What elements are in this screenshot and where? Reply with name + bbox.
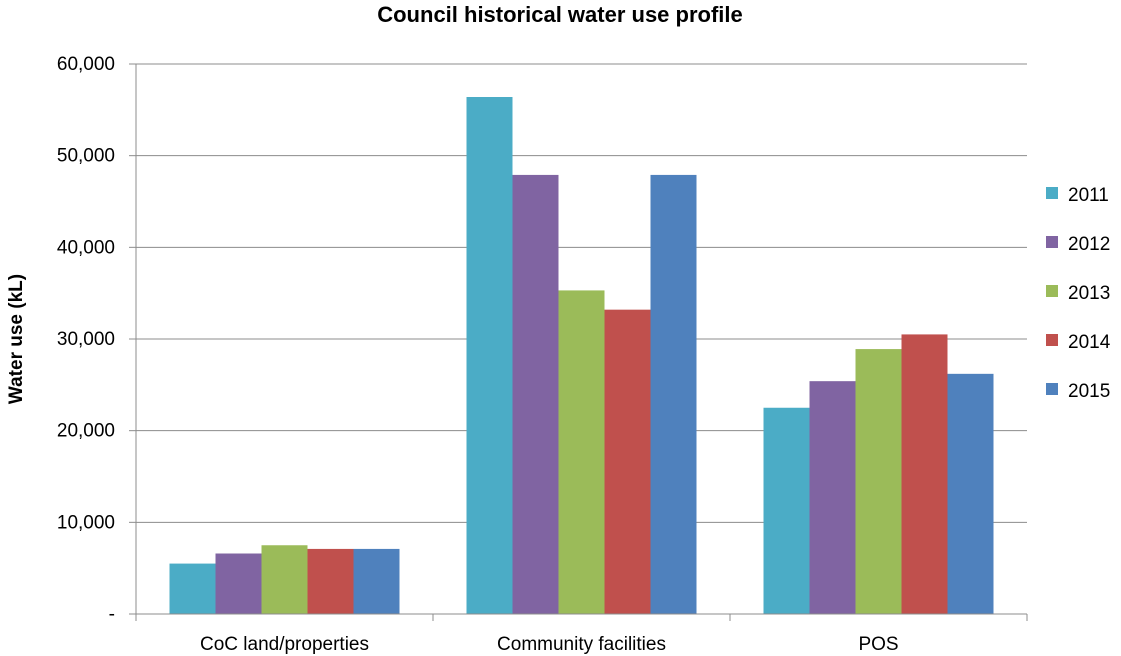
legend-swatch-2013 (1046, 285, 1058, 297)
y-tick-label: 60,000 (57, 54, 115, 75)
x-tick-label: CoC land/properties (200, 634, 369, 655)
bar-2015-0 (353, 548, 400, 614)
legend-swatch-2012 (1046, 236, 1058, 248)
legend-label-2013: 2013 (1068, 283, 1110, 304)
bar-2012-1 (512, 174, 559, 614)
y-tick-label: 40,000 (57, 237, 115, 258)
y-tick-label: 20,000 (57, 421, 115, 442)
bar-2015-2 (947, 373, 994, 614)
y-tick-label: 10,000 (57, 512, 115, 533)
bar-2012-0 (215, 553, 262, 614)
legend-swatch-2011 (1046, 187, 1058, 199)
legend-label-2011: 2011 (1068, 185, 1109, 206)
legend-label-2014: 2014 (1068, 332, 1111, 353)
bar-2014-1 (604, 309, 651, 614)
legend-swatch-2015 (1046, 383, 1058, 395)
bars (169, 97, 994, 614)
x-tick-label: POS (858, 634, 898, 655)
legend: 2011 2012 2013 2014 2015 (1046, 185, 1111, 402)
y-tick-label: 30,000 (57, 329, 115, 350)
chart-title: Council historical water use profile (377, 2, 743, 27)
x-tick-label: Community facilities (497, 634, 666, 655)
legend-label-2015: 2015 (1068, 381, 1110, 402)
y-axis-label: Water use (kL) (6, 274, 27, 404)
y-tick-label: 50,000 (57, 146, 115, 167)
legend-label-2012: 2012 (1068, 234, 1110, 255)
bar-2011-1 (466, 97, 513, 614)
bar-2013-1 (558, 290, 605, 614)
bar-2013-2 (855, 349, 902, 614)
bar-2014-2 (901, 334, 948, 614)
y-tick-label: - (109, 604, 115, 625)
bar-2012-2 (809, 381, 856, 614)
bar-2014-0 (307, 548, 354, 614)
bar-2015-1 (650, 174, 697, 614)
bar-2013-0 (261, 545, 308, 614)
axes: - 10,000 20,000 30,000 40,000 50,000 60,000 CoC… (57, 54, 1028, 655)
bar-2011-0 (169, 563, 216, 614)
bar-2011-2 (763, 407, 810, 614)
legend-swatch-2014 (1046, 334, 1058, 346)
